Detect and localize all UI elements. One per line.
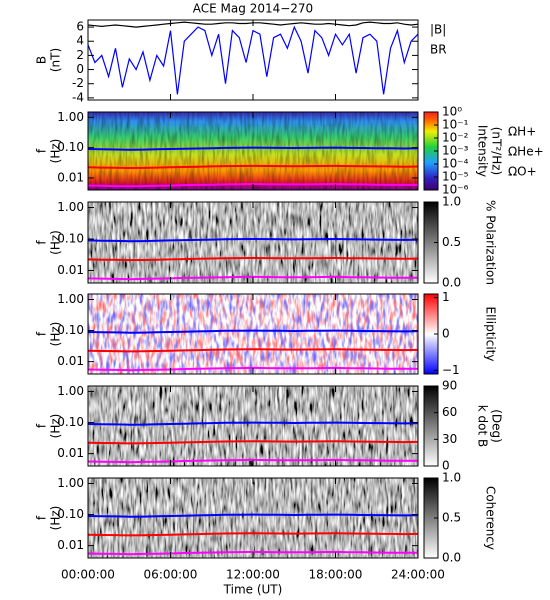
colorbar-tick-label: 10⁰ (442, 105, 462, 119)
colorbar-label: Coherency (484, 486, 498, 550)
colorbar-tick-label: 10⁻² (442, 131, 469, 145)
spectrogram (88, 386, 418, 466)
gyrofrequency-line (88, 146, 418, 151)
y-tick-label: -2 (72, 76, 84, 90)
colorbar-tick-label: 1.0 (442, 195, 461, 209)
y-axis-label: (Hz) (49, 506, 63, 531)
colorbar-label: Intensity (476, 125, 490, 177)
colorbar-tick-label: 10⁻⁴ (442, 157, 469, 171)
colorbar-tick-label: 0.5 (442, 235, 461, 249)
gyrofrequency-line (88, 348, 418, 353)
chart-title: ACE Mag 2014−270 (193, 2, 313, 16)
colorbar-tick-label: 0 (442, 459, 450, 473)
y-tick-label: 0.01 (57, 446, 84, 460)
y-tick-label: 0.01 (57, 170, 84, 184)
gyrofrequency-line (88, 256, 418, 262)
spectrogram-texture (88, 112, 418, 190)
y-tick-label: -4 (72, 90, 84, 104)
spectrogram (88, 112, 418, 190)
gyrofrequency-line (88, 440, 418, 445)
y-tick-label: 1.00 (57, 476, 84, 490)
colorbar-tick-label: 10⁻⁶ (442, 183, 469, 197)
spectrogram (88, 294, 418, 374)
colorbar-label: k dot B (476, 405, 490, 447)
gyrofrequency-line (88, 513, 418, 518)
colorbar-tick-label: 60 (442, 405, 457, 419)
colorbar-tick-label: 0.5 (442, 511, 461, 525)
colorbar-tick-label: 30 (442, 432, 457, 446)
y-axis-label: (Hz) (49, 414, 63, 439)
colorbar-tick-label: 90 (442, 379, 457, 393)
y-tick-label: 0.01 (57, 263, 84, 277)
gyrofrequency-line (88, 421, 418, 426)
colorbar-label: Ellipticity (484, 307, 498, 362)
y-tick-label: 0 (76, 62, 84, 76)
colorbar-tick-label: 0 (442, 327, 450, 341)
x-tick-label: 12:00:00 (226, 568, 280, 582)
y-axis-label: f (35, 423, 49, 428)
y-tick-label: 0.01 (57, 538, 84, 552)
gyrofrequency-line (88, 366, 418, 372)
y-tick-label: 1.00 (57, 384, 84, 398)
spectrogram-image (88, 386, 418, 466)
x-tick-label: 24:00:00 (391, 568, 445, 582)
y-axis-label: B (35, 56, 49, 64)
legend-label: ΩH+ (508, 125, 536, 139)
spectrogram-image (88, 478, 418, 558)
gyrofrequency-line (88, 164, 418, 170)
colorbar-tick-label: 0.0 (442, 276, 461, 290)
colorbar-tick-label: 0.0 (442, 551, 461, 565)
gyrofrequency-line (88, 329, 418, 334)
x-tick-label: 00:00:00 (61, 568, 115, 582)
y-tick-label: 2 (76, 48, 84, 62)
y-tick-label: 1.00 (57, 200, 84, 214)
x-axis-label: Time (UT) (223, 583, 283, 597)
y-axis-label: f (35, 515, 49, 520)
y-axis-label: (nT) (49, 48, 63, 72)
colorbar (423, 385, 439, 467)
y-axis-label: f (35, 240, 49, 245)
y-tick-label: 0.10 (57, 323, 84, 337)
legend-label: ΩHe+ (508, 145, 544, 159)
colorbar-tick-label: 1 (442, 290, 450, 304)
y-axis-label: f (35, 331, 49, 336)
y-tick-label: 1.00 (57, 110, 84, 124)
colorbar-label: (Deg) (490, 409, 504, 443)
colorbar-tick-label: 10⁻³ (442, 144, 469, 158)
colorbar-label: % Polarization (484, 200, 498, 285)
colorbar-tick-label: 10⁻¹ (442, 118, 469, 132)
y-axis-label: (Hz) (49, 230, 63, 255)
colorbar-tick-label: −1 (442, 363, 460, 377)
spectrogram (88, 202, 418, 283)
colorbar-tick-label: 10⁻⁵ (442, 170, 469, 184)
gyrofrequency-line (88, 237, 418, 243)
y-tick-label: 0.10 (57, 507, 84, 521)
gyrofrequency-line (88, 550, 418, 556)
y-tick-label: 6 (76, 20, 84, 34)
series-line (88, 25, 418, 95)
spectrogram-blue (88, 294, 418, 374)
legend-label: BR (430, 43, 447, 57)
y-tick-label: 0.10 (57, 140, 84, 154)
y-axis-label: (Hz) (49, 322, 63, 347)
x-tick-label: 06:00:00 (144, 568, 198, 582)
y-tick-label: 1.00 (57, 292, 84, 306)
x-tick-label: 18:00:00 (309, 568, 363, 582)
y-tick-label: 0.01 (57, 354, 84, 368)
y-axis-label: (Hz) (49, 139, 63, 164)
legend-label: |B| (430, 23, 446, 37)
y-axis-label: f (35, 148, 49, 153)
y-tick-label: 4 (76, 34, 84, 48)
legend-label: ΩO+ (508, 165, 537, 179)
spectrogram (88, 478, 418, 558)
y-tick-label: 0.10 (57, 232, 84, 246)
colorbar-label: (nT²/Hz) (490, 127, 504, 175)
spectrogram-image (88, 202, 418, 283)
y-tick-label: 0.10 (57, 415, 84, 429)
colorbar-tick-label: 1.0 (442, 471, 461, 485)
gyrofrequency-line (88, 458, 418, 464)
gyrofrequency-line (88, 532, 418, 537)
gyrofrequency-line (88, 275, 418, 281)
